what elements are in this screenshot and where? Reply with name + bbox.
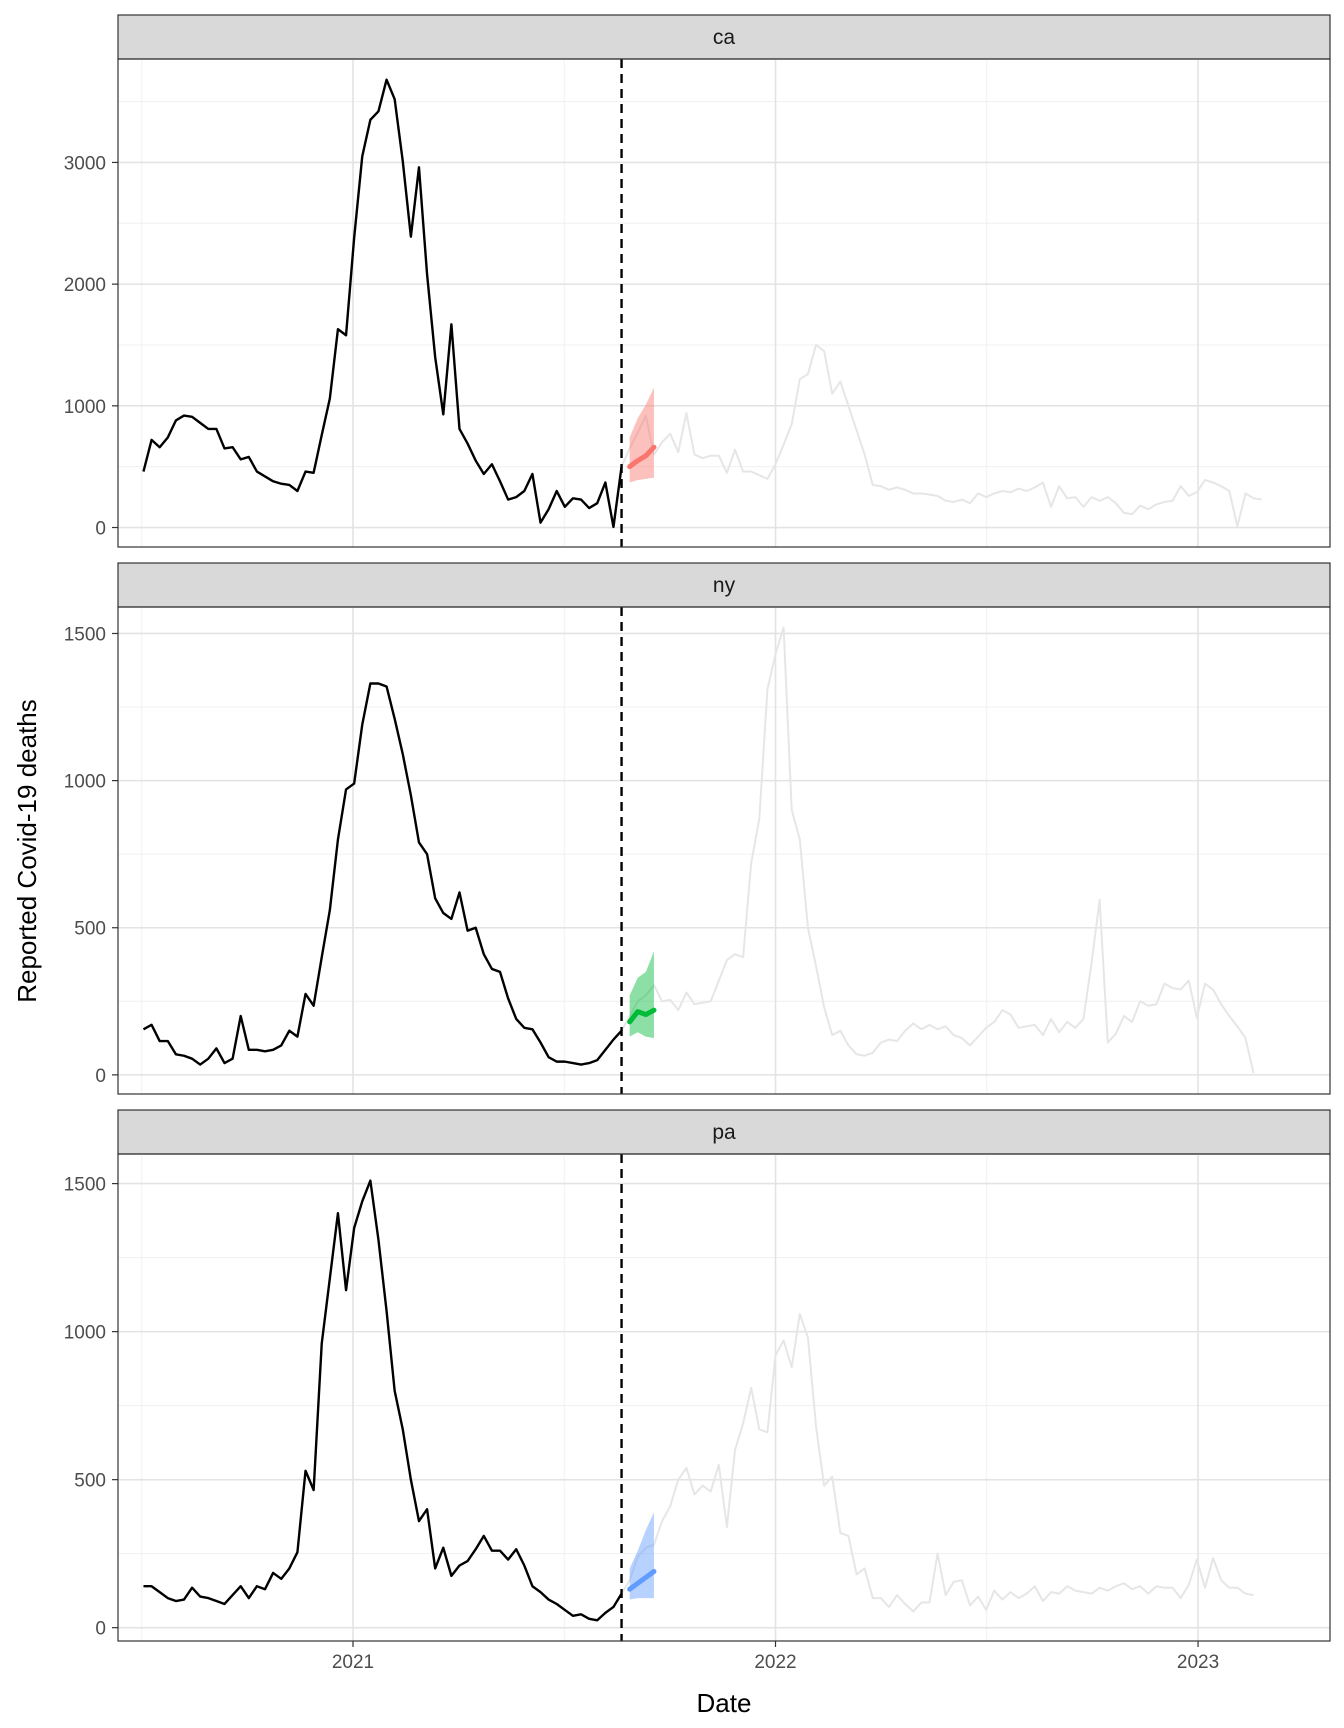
series-group-ca xyxy=(142,78,1262,529)
x-tick-label: 2022 xyxy=(754,1652,796,1673)
y-tick-label: 500 xyxy=(74,919,106,940)
y-tick-label: 0 xyxy=(95,1619,106,1640)
facet-panels: ca 0 1000 2000 3000 ny 0 500 1000 1500 pa 0 500 1000 1… xyxy=(64,14,1331,1642)
y-tick-label: 1000 xyxy=(64,772,106,793)
x-tick-label: 2023 xyxy=(1177,1652,1219,1673)
gridlines-pa xyxy=(118,1154,1330,1641)
history-line-ny xyxy=(142,682,623,1066)
gridlines-ny xyxy=(118,607,1330,1094)
facet-ny: ny 0 500 1000 1500 xyxy=(64,562,1331,1095)
series-group-pa xyxy=(143,1179,1254,1622)
y-tick-label: 500 xyxy=(74,1471,106,1492)
future-observed-line-ca xyxy=(620,343,1262,528)
facet-strip-label-pa: pa xyxy=(712,1121,736,1144)
facet-strip-ny xyxy=(117,562,1331,608)
y-tick-label: 0 xyxy=(95,1066,106,1087)
y-tick-label: 1000 xyxy=(64,397,106,418)
y-tick-label: 1500 xyxy=(64,1175,106,1196)
facet-strip-pa xyxy=(117,1109,1331,1155)
y-tick-label: 1500 xyxy=(64,624,106,645)
history-line-pa xyxy=(143,1179,623,1622)
forecast-median-ny xyxy=(627,1007,657,1025)
gridlines-ca xyxy=(118,59,1330,547)
y-tick-label: 1000 xyxy=(64,1323,106,1344)
x-tick-label: 2021 xyxy=(332,1652,374,1673)
y-tick-label: 3000 xyxy=(64,153,106,174)
history-line-ca xyxy=(142,78,623,529)
y-axis-title: Reported Covid-19 deaths xyxy=(12,699,42,1003)
x-axis: 2021 2022 2023 xyxy=(332,1641,1219,1673)
x-axis-title: Date xyxy=(697,1688,752,1718)
series-group-ny xyxy=(142,626,1255,1074)
future-observed-line-ny xyxy=(620,626,1255,1074)
future-observed-line-pa xyxy=(620,1312,1254,1613)
facet-strip-label-ny: ny xyxy=(713,574,736,597)
facet-pa: pa 0 500 1000 1500 xyxy=(64,1109,1331,1642)
panel-border-ca xyxy=(117,58,1331,548)
panel-border-pa xyxy=(117,1153,1331,1642)
forecast-median-pa xyxy=(627,1568,657,1592)
facet-ca: ca 0 1000 2000 3000 xyxy=(64,14,1331,548)
forecast-interval-ca xyxy=(629,387,654,483)
y-tick-label: 0 xyxy=(95,519,106,540)
facet-strip-ca xyxy=(117,14,1331,60)
y-tick-label: 2000 xyxy=(64,275,106,296)
panel-border-ny xyxy=(117,606,1331,1095)
facet-strip-label-ca: ca xyxy=(713,26,736,49)
forecast-median-ca xyxy=(627,444,657,470)
